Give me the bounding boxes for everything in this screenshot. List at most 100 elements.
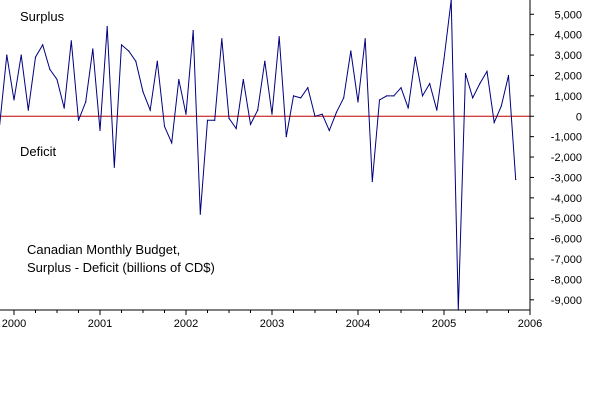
- data-point: [6, 54, 8, 56]
- data-point: [300, 97, 302, 99]
- x-axis: 2000 2001 2002 2003 2004 2005 2006: [0, 309, 542, 330]
- data-point: [113, 166, 115, 168]
- data-point: [178, 78, 180, 81]
- data-point: [486, 70, 488, 72]
- data-point: [206, 119, 209, 121]
- y-tick-label: 1,000: [554, 91, 582, 103]
- data-point: [163, 125, 166, 128]
- data-point: [472, 97, 474, 99]
- y-tick-label: -5,000: [551, 213, 582, 225]
- data-point: [92, 48, 94, 50]
- y-tick-label: -4,000: [551, 193, 582, 205]
- data-point: [228, 117, 230, 119]
- data-point: [42, 44, 44, 46]
- data-point: [407, 107, 409, 109]
- data-point: [27, 109, 29, 111]
- data-point: [214, 119, 216, 121]
- data-point: [321, 113, 323, 115]
- data-point: [307, 87, 309, 89]
- data-point: [292, 95, 295, 97]
- data-point: [507, 74, 510, 77]
- data-point: [135, 60, 137, 62]
- y-axis: 5,000 4,000 3,000 2,000 1,000 0 -1,000 -2,000 -3…: [529, 0, 582, 310]
- y-tick-label: -3,000: [551, 172, 582, 184]
- data-point: [56, 78, 58, 81]
- y-tick-label: -8,000: [551, 274, 582, 286]
- data-point: [350, 50, 352, 52]
- data-point: [142, 91, 144, 93]
- y-tick-label: -7,000: [551, 254, 582, 266]
- y-tick-label: -9,000: [551, 295, 582, 307]
- y-tick-label: 0: [576, 111, 582, 123]
- data-point: [13, 99, 15, 101]
- data-point: [371, 180, 373, 183]
- data-point: [335, 111, 338, 113]
- data-point: [328, 129, 330, 132]
- data-point: [400, 87, 402, 89]
- data-point: [271, 113, 273, 115]
- data-point: [443, 58, 445, 60]
- y-tick-label: 3,000: [554, 50, 582, 62]
- data-point: [436, 109, 438, 111]
- data-point: [314, 115, 316, 117]
- data-point: [493, 121, 495, 123]
- x-tick-label: 2003: [260, 318, 284, 330]
- data-point: [106, 25, 108, 28]
- data-point: [249, 123, 252, 126]
- data-point: [221, 38, 223, 40]
- data-point: [171, 142, 173, 144]
- x-tick-label: 2005: [432, 318, 456, 330]
- data-point: [386, 95, 388, 97]
- surplus-label: Surplus: [20, 9, 65, 24]
- data-point: [242, 78, 244, 81]
- deficit-label: Deficit: [20, 144, 57, 159]
- data-point: [149, 109, 151, 111]
- y-tick-label: 5,000: [554, 9, 582, 21]
- data-point: [378, 99, 381, 101]
- x-tick-label: 2006: [518, 318, 542, 330]
- data-point: [235, 127, 237, 130]
- x-tick-label: 2001: [88, 318, 112, 330]
- x-tick-label: 2004: [346, 318, 370, 330]
- data-point: [278, 36, 280, 38]
- data-point: [343, 97, 345, 99]
- y-tick-label: -1,000: [551, 132, 582, 144]
- data-point: [20, 54, 22, 56]
- data-point: [429, 83, 431, 85]
- data-point: [70, 40, 72, 42]
- chart-subtitle: Surplus - Deficit (billions of CD$): [27, 260, 215, 275]
- data-point: [34, 56, 37, 58]
- data-point: [156, 60, 158, 62]
- data-point: [464, 72, 467, 75]
- data-point: [357, 101, 359, 103]
- x-tick-label: 2000: [2, 318, 26, 330]
- data-point: [77, 119, 80, 121]
- data-point: [199, 213, 201, 215]
- data-point: [479, 83, 481, 85]
- data-point: [99, 129, 101, 132]
- data-point: [185, 113, 187, 115]
- data-point: [421, 95, 424, 97]
- y-tick-label: -6,000: [551, 234, 582, 246]
- data-point: [393, 95, 395, 97]
- data-point: [515, 178, 517, 181]
- data-point: [128, 50, 130, 52]
- data-point: [192, 29, 194, 32]
- data-point: [364, 38, 366, 40]
- data-point: [120, 44, 123, 46]
- data-point: [285, 136, 287, 138]
- chart-title: Canadian Monthly Budget,: [27, 242, 180, 257]
- data-point: [414, 56, 416, 58]
- data-point: [450, 0, 452, 1]
- data-point: [264, 60, 266, 62]
- data-point: [85, 101, 87, 103]
- data-point: [63, 107, 65, 109]
- plot-area: [0, 0, 530, 311]
- data-point: [49, 68, 51, 70]
- data-point: [500, 105, 502, 107]
- y-tick-label: -2,000: [551, 152, 582, 164]
- data-point: [257, 109, 259, 111]
- x-tick-label: 2002: [174, 318, 198, 330]
- y-tick-label: 2,000: [554, 70, 582, 82]
